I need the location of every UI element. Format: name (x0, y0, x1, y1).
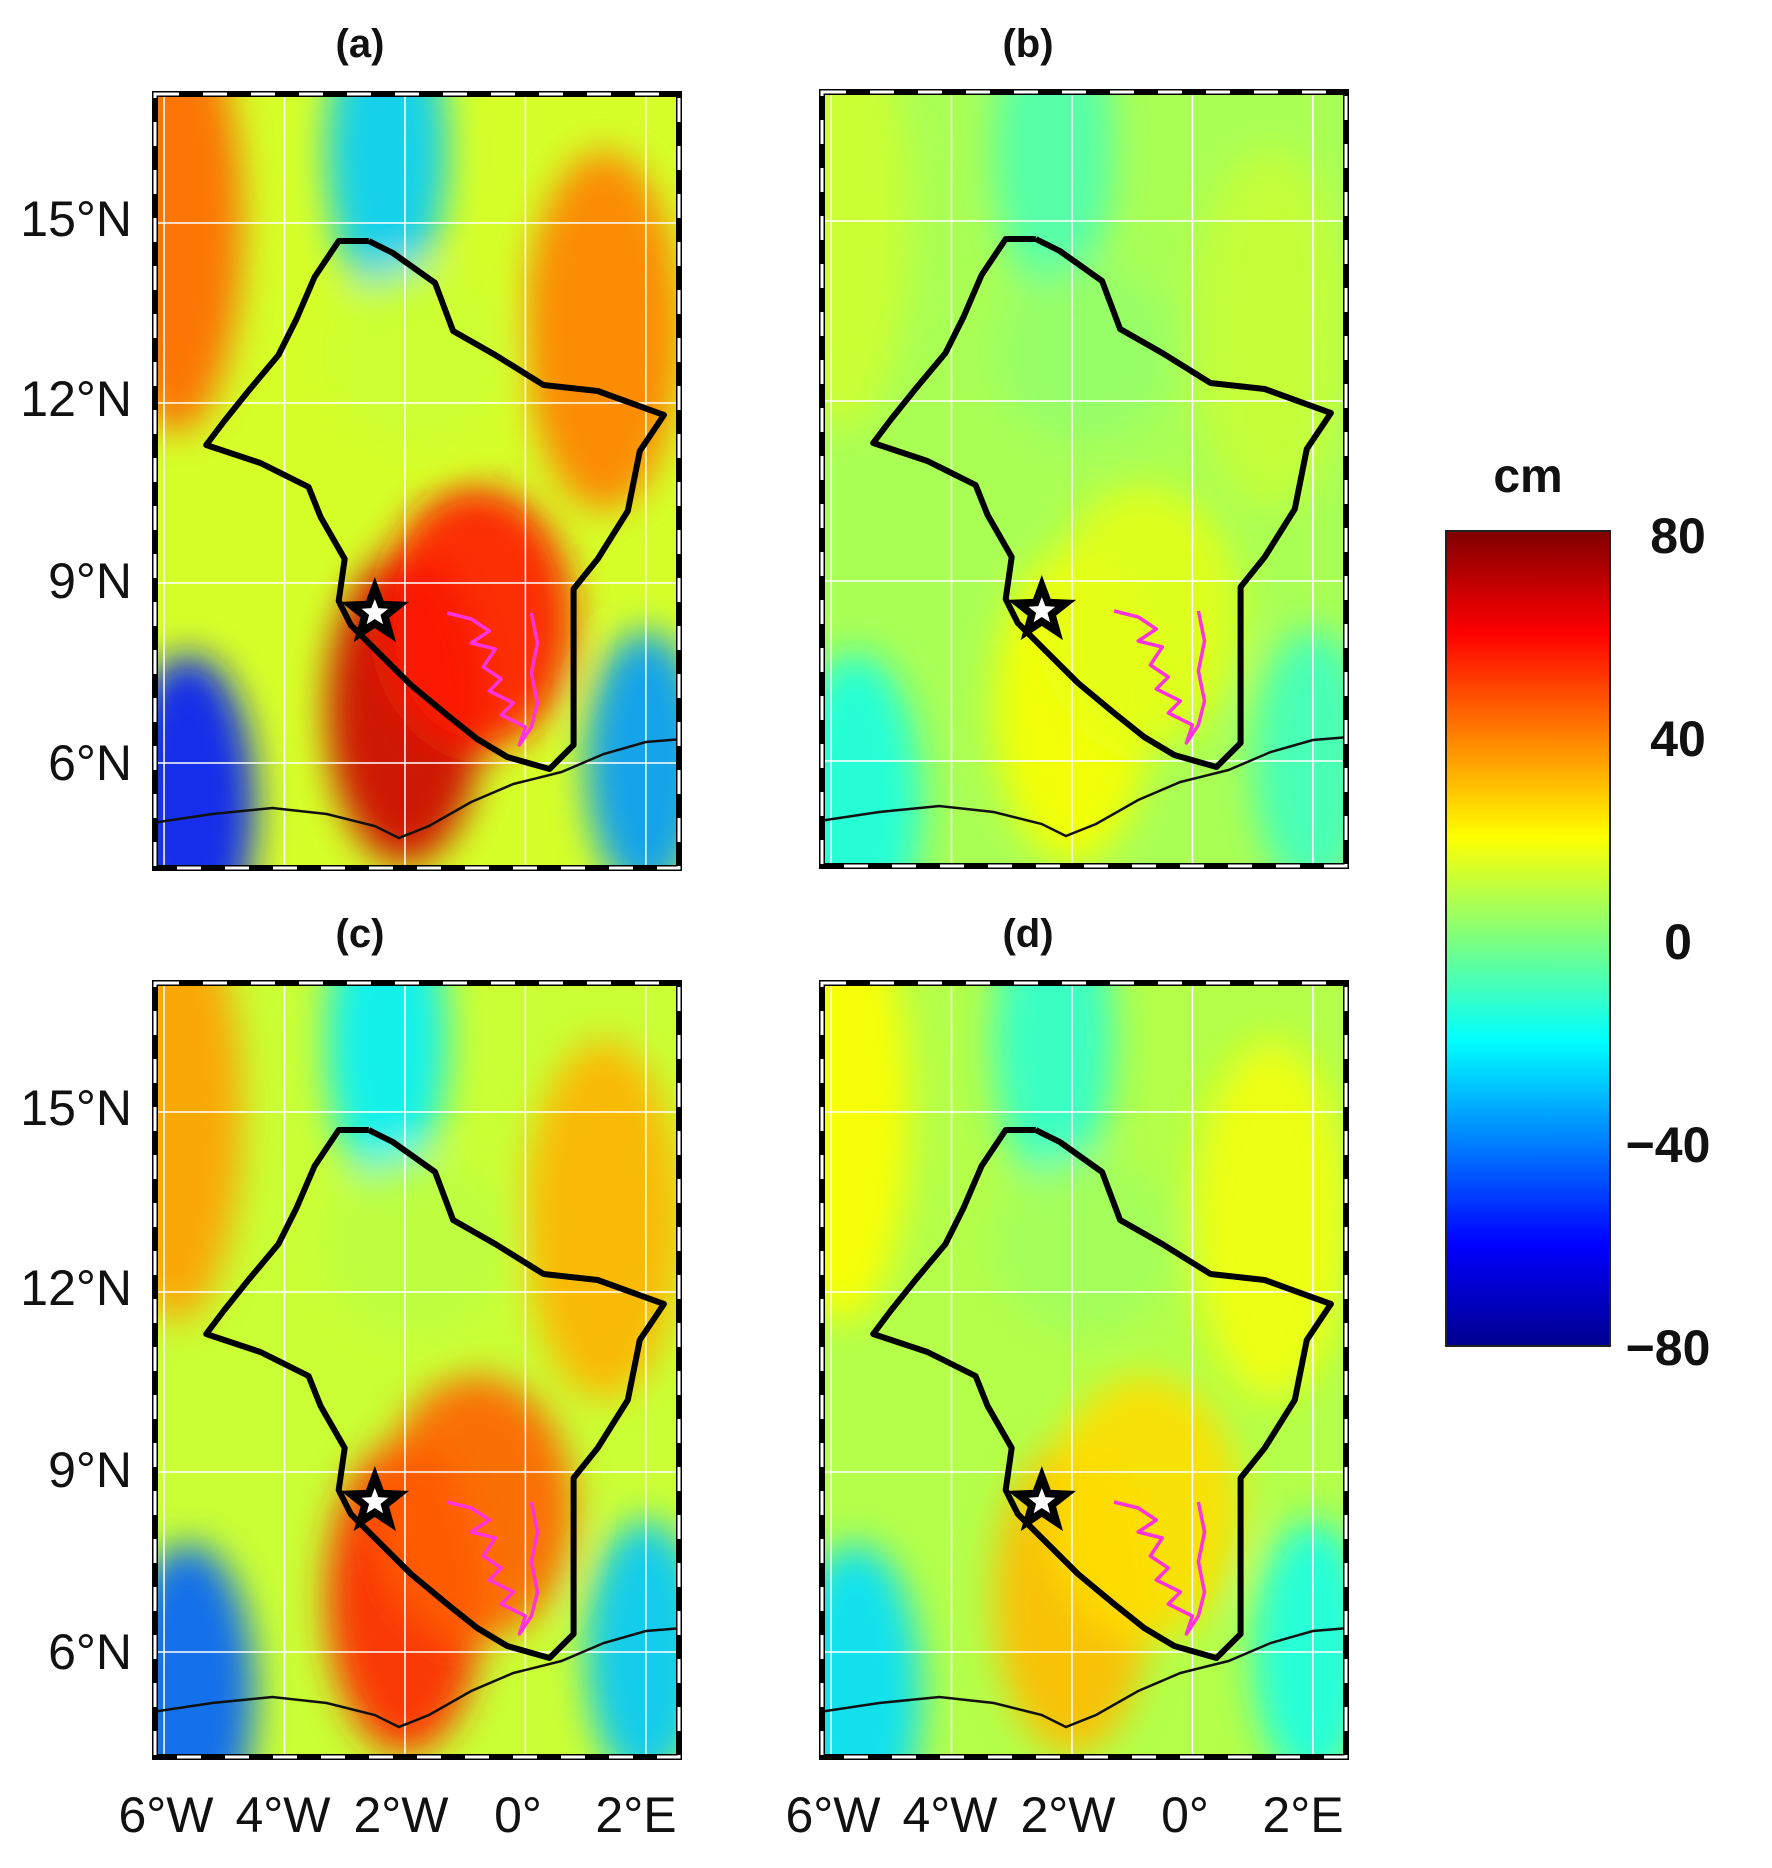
map-frame (819, 980, 1349, 1760)
field-anomaly (1047, 485, 1241, 749)
basin-outline (870, 1127, 1334, 1661)
field-anomaly (819, 653, 922, 869)
basin-outline (203, 1127, 667, 1661)
colorbar-tick: −80 (1626, 1320, 1711, 1376)
field-anomaly (152, 980, 243, 1322)
coastline (819, 735, 1349, 838)
colorbar: cm 80 40 0 −40 −80 (1445, 450, 1711, 1376)
lon-tick: 2°W (354, 1787, 450, 1843)
panel-title: (b) (1002, 22, 1053, 66)
lon-ticks-right: 6°W 4°W 2°W 0° 2°E (786, 1787, 1344, 1843)
field-anomaly (380, 1376, 574, 1640)
field-anomaly (1192, 1040, 1349, 1400)
lon-tick: 6°W (786, 1787, 882, 1843)
colorbar-tick: 40 (1650, 711, 1706, 767)
lon-tick: 6°W (119, 1787, 215, 1843)
panel-a: (a) (152, 22, 682, 871)
field-anomaly (819, 89, 910, 431)
panel-title: (d) (1002, 912, 1053, 956)
panel-title: (a) (336, 22, 385, 66)
star-marker-center (1028, 1488, 1056, 1514)
field-anomaly (525, 151, 682, 511)
lon-tick: 0° (494, 1787, 542, 1843)
river (1113, 1500, 1207, 1636)
field-anomaly (819, 980, 910, 1322)
frame-dashes (820, 981, 1348, 1759)
frame-dashes (153, 92, 681, 870)
panel-title: (c) (336, 912, 385, 956)
map-frame (819, 89, 1349, 869)
field-anomaly (525, 1040, 682, 1400)
basin-outline (870, 236, 1334, 770)
field-anomaly (326, 265, 508, 445)
panel-c: (c) (152, 912, 682, 1760)
river (1113, 609, 1207, 745)
lat-tick: 6°N (48, 735, 132, 791)
map-frame (152, 980, 682, 1760)
frame-dashes (820, 90, 1348, 868)
star-marker-center (1028, 597, 1056, 623)
field-anomaly (326, 1154, 508, 1334)
river (446, 1500, 540, 1636)
field-anomaly (1192, 149, 1349, 509)
coastline (152, 1626, 682, 1729)
field-anomaly (993, 980, 1115, 1190)
colorbar-tick: 80 (1650, 508, 1706, 564)
basin-outline (203, 238, 667, 772)
lat-ticks-top: 15°N 12°N 9°N 6°N (20, 191, 132, 791)
lon-tick: 2°E (1262, 1787, 1343, 1843)
field-layer (819, 89, 1349, 869)
map-frame (152, 91, 682, 871)
field-anomaly (1252, 1520, 1349, 1760)
panel-b: (b) (819, 22, 1349, 869)
lat-tick: 15°N (20, 1080, 132, 1136)
lon-tick: 2°E (595, 1787, 676, 1843)
field-anomaly (380, 487, 574, 751)
coastline (152, 737, 682, 840)
field-anomaly (993, 89, 1115, 299)
colorbar-gradient (1445, 530, 1611, 1347)
lat-tick: 9°N (48, 553, 132, 609)
lat-ticks-bottom: 15°N 12°N 9°N 6°N (20, 1080, 132, 1680)
lon-ticks-left: 6°W 4°W 2°W 0° 2°E (119, 1787, 677, 1843)
frame-dashes (153, 981, 681, 1759)
field-anomaly (1047, 1376, 1241, 1640)
field-anomaly (326, 91, 448, 301)
field-anomaly (993, 1154, 1175, 1334)
star-marker-center (361, 1488, 389, 1514)
star-marker-center (361, 599, 389, 625)
field-anomaly (585, 1520, 682, 1760)
lon-tick: 0° (1161, 1787, 1209, 1843)
field-anomaly (152, 655, 255, 871)
field-anomaly (993, 263, 1175, 443)
coastline (819, 1626, 1349, 1729)
lat-tick: 9°N (48, 1442, 132, 1498)
field-anomaly (1252, 629, 1349, 869)
lat-tick: 6°N (48, 1624, 132, 1680)
field-anomaly (326, 980, 448, 1190)
field-anomaly (152, 91, 243, 433)
colorbar-tick: 0 (1664, 914, 1692, 970)
lat-tick: 12°N (20, 1260, 132, 1316)
colorbar-unit: cm (1493, 450, 1562, 503)
lat-tick: 15°N (20, 191, 132, 247)
lon-tick: 4°W (236, 1787, 332, 1843)
lat-tick: 12°N (20, 371, 132, 427)
panel-d: (d) (819, 912, 1349, 1760)
lon-tick: 4°W (903, 1787, 999, 1843)
river (446, 611, 540, 747)
colorbar-tick: −40 (1626, 1117, 1711, 1173)
lon-tick: 2°W (1021, 1787, 1117, 1843)
field-anomaly (585, 631, 682, 871)
